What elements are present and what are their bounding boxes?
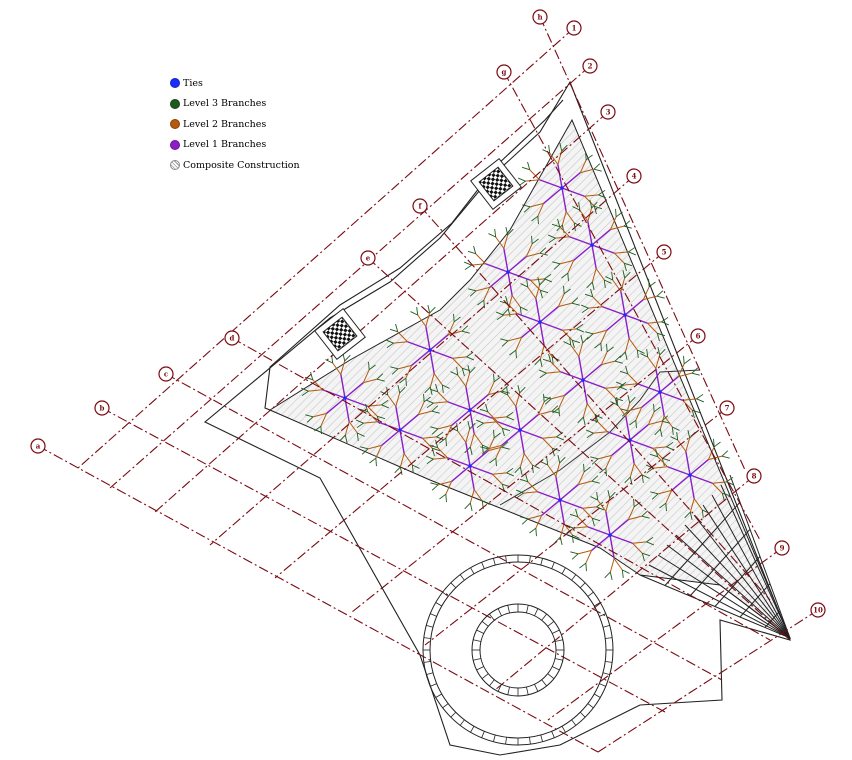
gridline-label: 10 (813, 606, 823, 615)
gridline-10 (598, 610, 818, 752)
gridline-label: h (537, 13, 542, 22)
legend-label: Composite Construction (183, 160, 300, 171)
gridline-label: 3 (606, 108, 611, 117)
ties-swatch-icon (170, 78, 180, 88)
legend-label: Level 2 Branches (183, 119, 266, 130)
legend-label: Level 3 Branches (183, 98, 266, 109)
level3-swatch-icon (170, 99, 180, 109)
hatch-swatch-icon (170, 160, 180, 170)
stair-core-lower (315, 309, 366, 360)
gridline-label: 4 (632, 172, 637, 181)
legend-item-composite-construction: Composite Construction (170, 155, 300, 176)
gridline-label: 9 (780, 544, 785, 553)
gridline-label: 8 (752, 472, 757, 481)
legend-item-level1-branches: Level 1 Branches (170, 135, 300, 156)
gridline-label: 6 (696, 332, 701, 341)
gridline-label: 2 (588, 62, 593, 71)
gridline-label: g (502, 68, 507, 77)
legend-label: Level 1 Branches (183, 139, 266, 150)
gridline-label: e (366, 254, 371, 263)
gridline-label: b (100, 404, 105, 413)
gridline-label: c (164, 370, 168, 379)
circular-rotunda (423, 555, 613, 745)
legend-item-ties: Ties (170, 73, 300, 94)
level1-swatch-icon (170, 140, 180, 150)
gridline-label: 1 (572, 24, 577, 33)
gridline-label: 5 (662, 248, 667, 257)
legend: Ties Level 3 Branches Level 2 Branches L… (170, 73, 300, 176)
legend-item-level2-branches: Level 2 Branches (170, 114, 300, 135)
gridline-label: a (36, 442, 41, 451)
gridline-label: 7 (725, 404, 730, 413)
legend-label: Ties (183, 78, 203, 89)
stair-core-upper (471, 159, 522, 210)
gridline-label: d (230, 334, 235, 343)
level2-swatch-icon (170, 119, 180, 129)
legend-item-level3-branches: Level 3 Branches (170, 94, 300, 115)
